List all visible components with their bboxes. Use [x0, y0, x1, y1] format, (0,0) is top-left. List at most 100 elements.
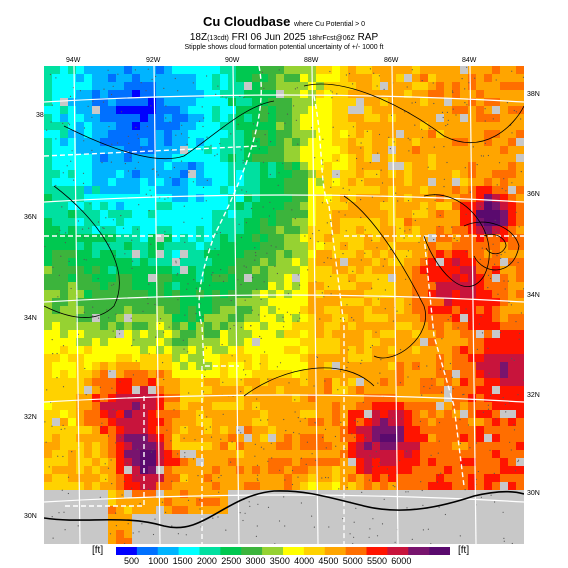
stipple-dot	[159, 197, 161, 199]
field-cell	[476, 418, 484, 426]
field-cell	[316, 178, 324, 186]
field-cell	[188, 362, 196, 370]
field-cell	[428, 386, 436, 394]
stipple-dot	[51, 104, 53, 106]
field-cell	[172, 202, 180, 210]
field-cell	[284, 346, 292, 354]
field-cell	[436, 434, 444, 442]
field-cell	[340, 98, 348, 106]
field-cell	[108, 338, 116, 346]
field-cell	[404, 362, 412, 370]
colorbar-segment	[283, 547, 305, 555]
field-cell	[156, 354, 164, 362]
field-cell	[116, 466, 124, 474]
field-cell	[460, 178, 468, 186]
field-cell	[260, 538, 268, 544]
field-cell	[108, 146, 116, 154]
field-cell	[212, 154, 220, 162]
stipple-dot	[114, 255, 116, 257]
stipple-dot	[316, 356, 318, 358]
field-cell	[180, 266, 188, 274]
field-cell	[276, 306, 284, 314]
field-cell	[148, 418, 156, 426]
stipple-dot	[99, 386, 101, 388]
field-cell	[348, 258, 356, 266]
field-cell	[468, 410, 476, 418]
field-cell	[268, 386, 276, 394]
field-cell	[76, 178, 84, 186]
field-cell	[308, 482, 316, 490]
field-cell	[420, 338, 428, 346]
field-cell	[452, 178, 460, 186]
field-cell	[300, 314, 308, 322]
stipple-dot	[123, 480, 125, 483]
stipple-dot	[427, 166, 429, 168]
field-cell	[332, 522, 340, 530]
stipple-dot	[299, 317, 301, 319]
field-cell	[92, 482, 100, 490]
field-cell	[164, 530, 172, 538]
field-cell	[196, 450, 204, 458]
stipple-dot	[335, 445, 337, 447]
field-cell	[172, 418, 180, 426]
field-cell	[308, 210, 316, 218]
field-cell	[140, 274, 148, 282]
field-cell	[76, 106, 84, 114]
field-cell	[260, 226, 268, 234]
field-cell	[148, 274, 156, 282]
field-cell	[116, 298, 124, 306]
lon-label: 86W	[384, 57, 399, 64]
stipple-dot	[112, 85, 114, 87]
field-cell	[148, 290, 156, 298]
field-cell	[220, 226, 228, 234]
field-cell	[100, 250, 108, 258]
lat-label: 38N	[527, 91, 540, 98]
field-cell	[44, 458, 52, 466]
field-cell	[380, 242, 388, 250]
field-cell	[500, 266, 508, 274]
field-cell	[284, 250, 292, 258]
field-cell	[316, 418, 324, 426]
field-cell	[476, 282, 484, 290]
stipple-dot	[409, 139, 411, 141]
stipple-dot	[330, 275, 332, 277]
field-cell	[172, 234, 180, 242]
field-cell	[516, 474, 524, 482]
field-cell	[356, 522, 364, 530]
field-cell	[68, 226, 76, 234]
field-cell	[444, 346, 452, 354]
stipple-dot	[431, 384, 433, 386]
field-cell	[124, 138, 132, 146]
field-cell	[364, 498, 372, 506]
field-cell	[268, 258, 276, 266]
field-cell	[364, 130, 372, 138]
field-cell	[268, 266, 276, 274]
field-cell	[508, 490, 516, 498]
field-cell	[60, 170, 68, 178]
field-cell	[516, 130, 524, 138]
stipple-dot	[237, 279, 239, 281]
field-cell	[196, 66, 204, 74]
field-cell	[444, 530, 452, 538]
field-cell	[428, 378, 436, 386]
field-cell	[68, 506, 76, 514]
field-cell	[52, 66, 60, 74]
field-cell	[436, 266, 444, 274]
stipple-dot	[134, 167, 136, 169]
stipple-dot	[243, 265, 245, 267]
field-cell	[500, 506, 508, 514]
stipple-dot	[255, 255, 257, 257]
field-cell	[284, 154, 292, 162]
field-cell	[500, 442, 508, 450]
field-cell	[52, 162, 60, 170]
field-cell	[316, 482, 324, 490]
stipple-dot	[304, 235, 306, 237]
field-cell	[124, 338, 132, 346]
field-cell	[148, 218, 156, 226]
field-cell	[76, 82, 84, 90]
field-cell	[44, 314, 52, 322]
field-cell	[308, 226, 316, 234]
field-cell	[444, 82, 452, 90]
stipple-dot	[431, 378, 433, 380]
field-cell	[356, 122, 364, 130]
